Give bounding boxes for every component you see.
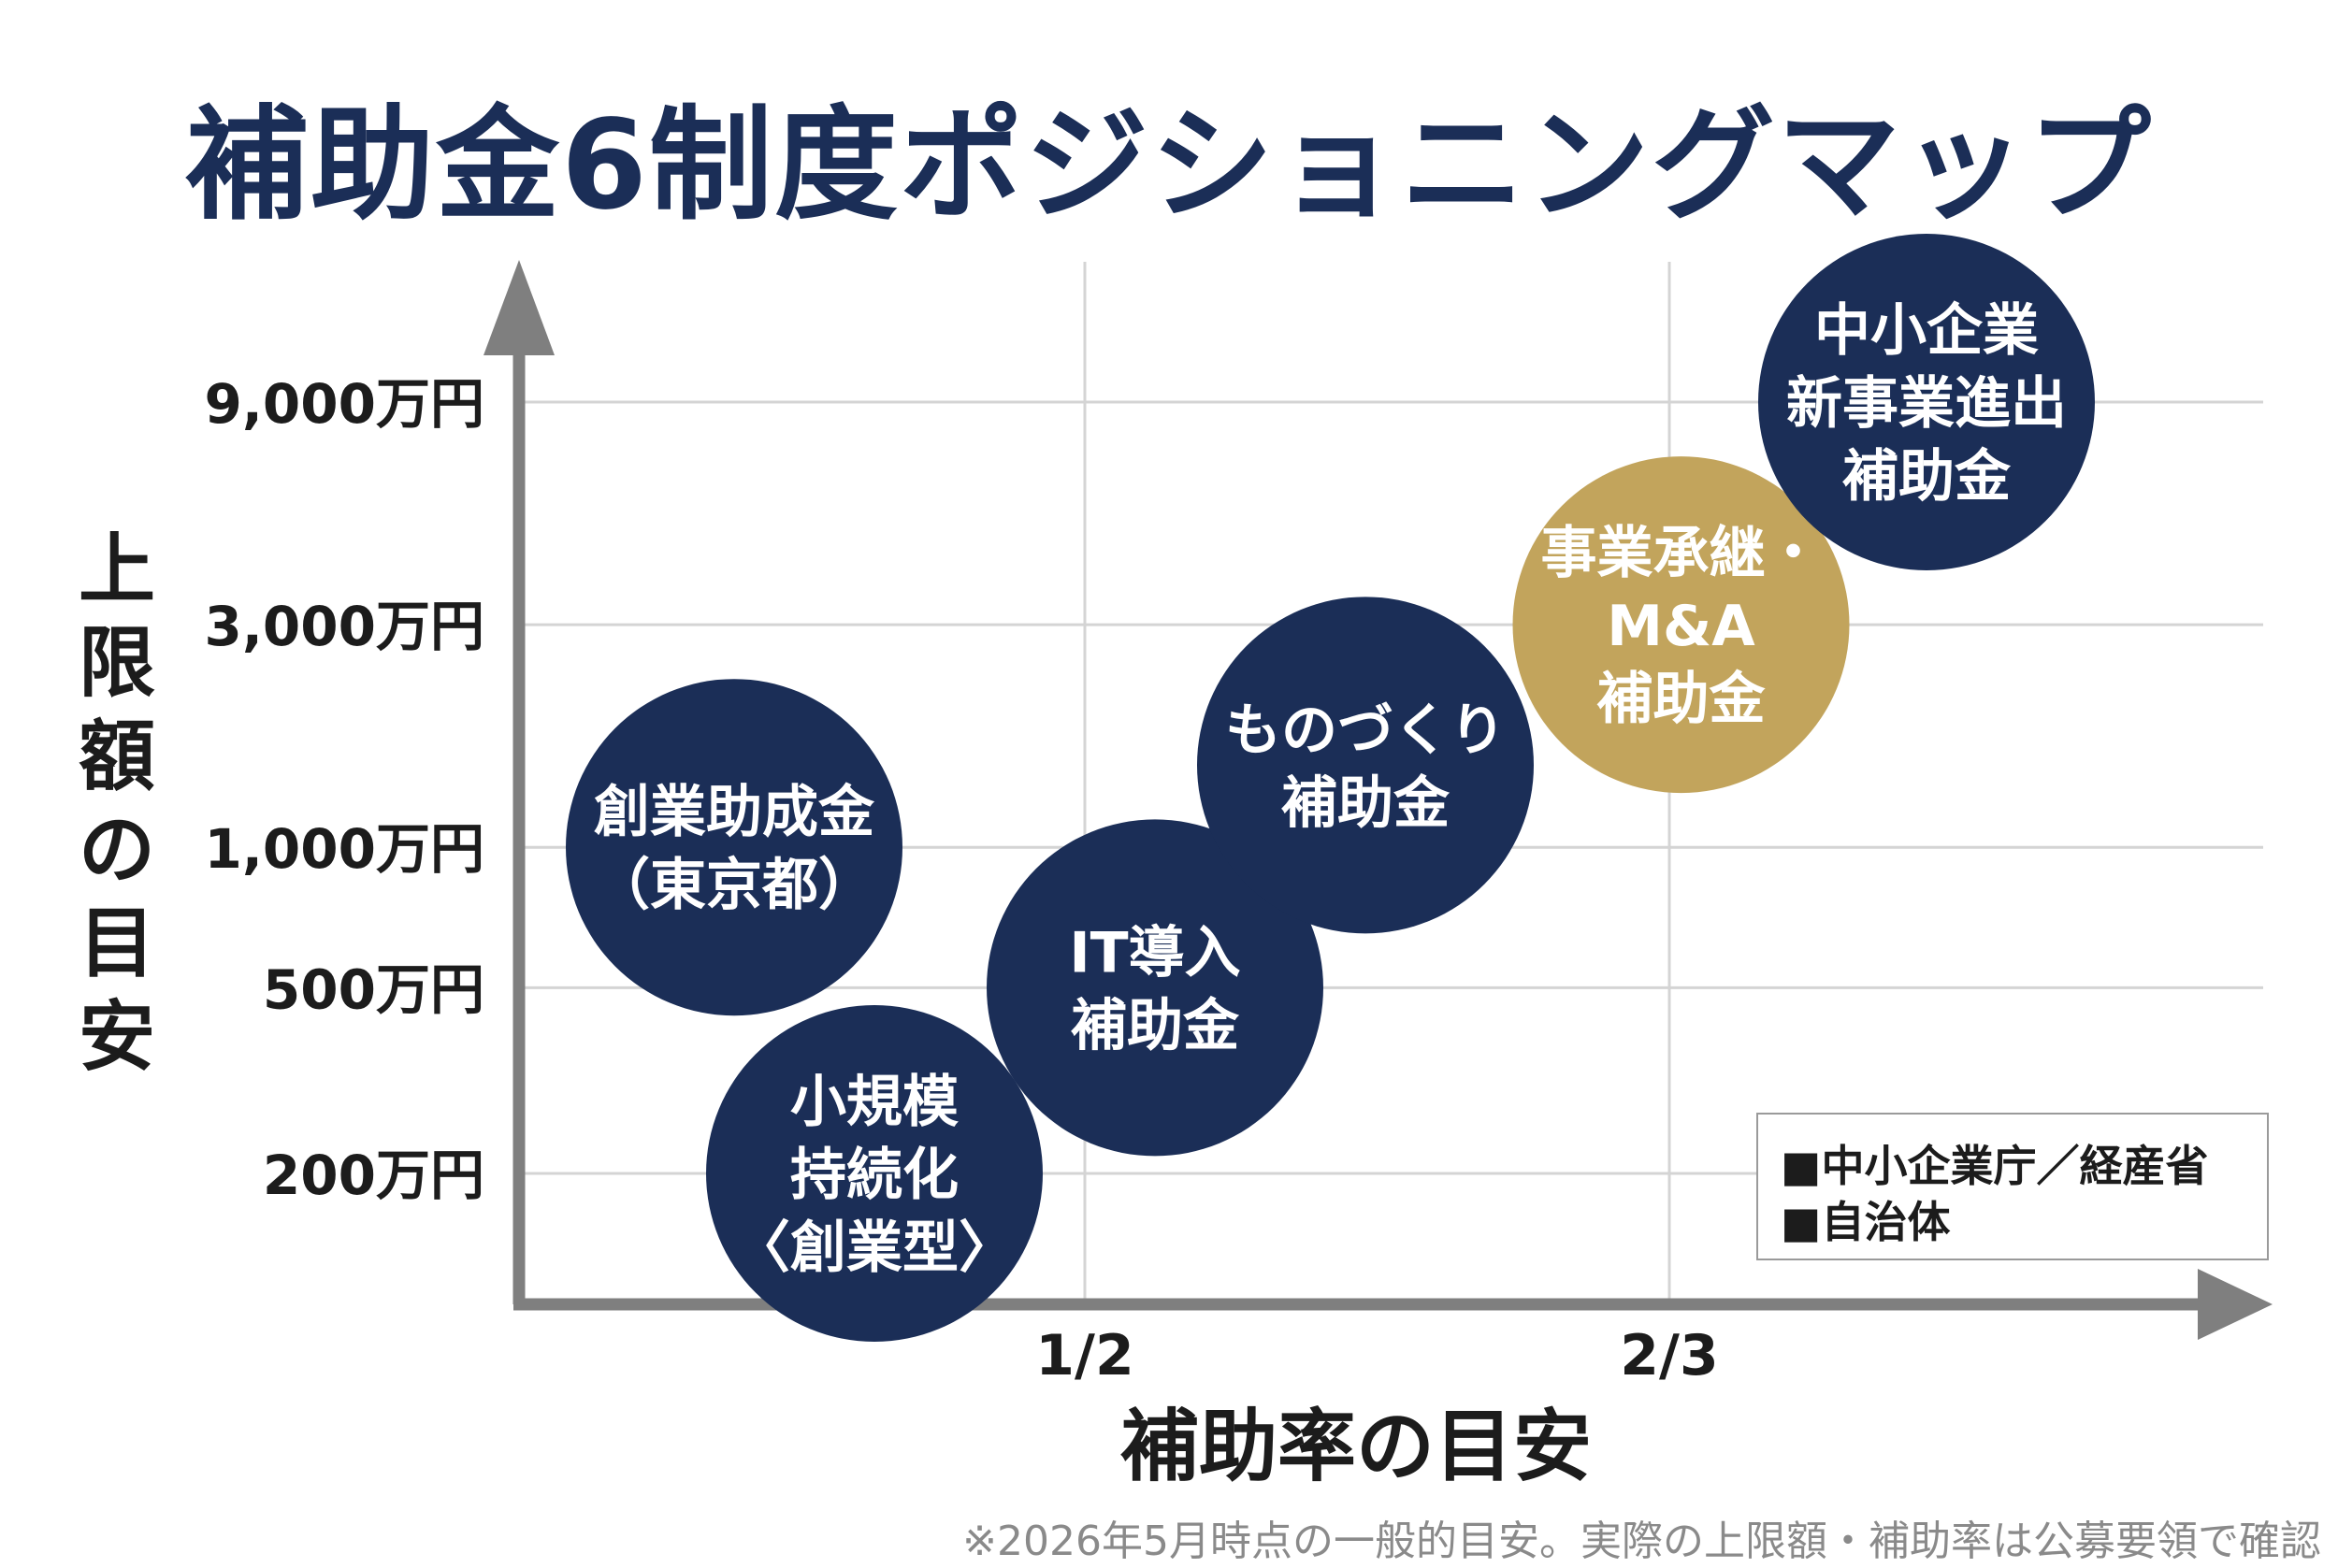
bubble-label: 小規模 bbox=[790, 1070, 959, 1135]
bubble-circle bbox=[566, 679, 902, 1016]
bubble-circle bbox=[1197, 597, 1534, 934]
bubble-label: 補助金 bbox=[1281, 770, 1450, 836]
legend-item-jichitai: ■自治体 bbox=[1781, 1191, 2244, 1247]
x-tick-label: 2/3 bbox=[1620, 1323, 1718, 1388]
bubble-label: 補助金 bbox=[1842, 444, 2012, 510]
bubble-label: 補助金 bbox=[1071, 993, 1240, 1058]
x-axis-arrowhead bbox=[2198, 1269, 2273, 1340]
bubble-label: IT導入 bbox=[1069, 920, 1240, 985]
bubble-circle bbox=[706, 1005, 1043, 1342]
bubble-label: M&A bbox=[1607, 594, 1755, 659]
y-tick-label: 1,000万円 bbox=[205, 817, 484, 881]
bubble: 創業助成金 （東京都） bbox=[566, 679, 902, 1016]
x-axis-label: 補助率の目安 bbox=[1119, 1401, 1592, 1492]
bubble-circle bbox=[1512, 456, 1850, 794]
y-tick-label: 3,000万円 bbox=[205, 595, 484, 658]
bubble-circle bbox=[1758, 234, 2095, 570]
bubble-label: 事業承継・ bbox=[1541, 521, 1822, 586]
bubble-label: 持続化 bbox=[790, 1143, 959, 1208]
legend-label: ■自治体 bbox=[1781, 1197, 1951, 1247]
y-tick-label: 500万円 bbox=[263, 957, 484, 1021]
bubble-label: 創業助成金 bbox=[594, 780, 875, 845]
bubble-label: 新事業進出 bbox=[1786, 371, 2067, 437]
bubble-label: 補助金 bbox=[1597, 667, 1767, 732]
bubble-label: 〈創業型〉 bbox=[734, 1216, 1015, 1281]
y-axis-label: 上限額の目安 bbox=[78, 525, 155, 1082]
x-tick-label: 1/2 bbox=[1035, 1323, 1133, 1388]
legend-item-chusho: ■中小企業庁／経産省 bbox=[1781, 1135, 2244, 1191]
bubble-label: （東京都） bbox=[594, 853, 874, 918]
bubble: 事業承継・ M&A 補助金 bbox=[1512, 456, 1850, 794]
legend-label: ■中小企業庁／経産省 bbox=[1781, 1141, 2209, 1191]
bubbles: 創業助成金（東京都）小規模持続化〈創業型〉IT導入補助金ものづくり補助金事業承継… bbox=[566, 234, 2095, 1342]
y-tick-label: 9,000万円 bbox=[205, 372, 484, 436]
bubble-circle bbox=[987, 819, 1323, 1157]
footnote: ※2026年5月時点の一般的目安。実際の上限額・補助率は公募要領で確認 bbox=[962, 1518, 2321, 1565]
bubble-label: 中小企業 bbox=[1814, 298, 2039, 364]
bubble-label: ものづくり bbox=[1225, 698, 1506, 763]
tick-labels: 200万円 500万円 1,000万円 3,000万円 9,000万円 1/2 2/3 bbox=[205, 372, 1719, 1388]
y-tick-label: 200万円 bbox=[263, 1144, 484, 1207]
y-axis-arrowhead bbox=[483, 260, 555, 355]
chart-title: 補助金6制度ポジショニングマップ bbox=[185, 94, 2153, 237]
legend: ■中小企業庁／経産省 ■自治体 bbox=[1756, 1113, 2269, 1260]
